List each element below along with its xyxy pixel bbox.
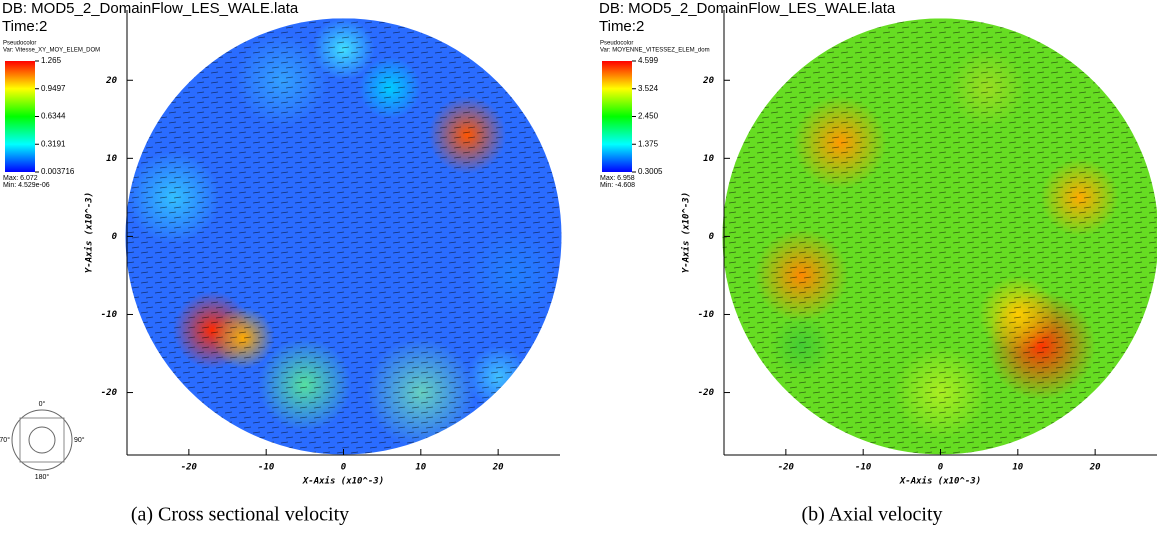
colorbar-label: 0.9497 bbox=[41, 84, 66, 93]
y-tick-label: 10 bbox=[106, 154, 117, 164]
inset-circle bbox=[11, 409, 73, 471]
panel: -20 -10 0 10 20 -20 -10 0 10 20 X-Axis (x10^-3) Y-A… bbox=[599, 0, 1157, 526]
x-axis-label: X-Axis (x10^-3) bbox=[899, 476, 981, 487]
x-tick-label: 0 bbox=[341, 463, 347, 473]
legend-title: Pseudocolor bbox=[600, 41, 633, 47]
x-axis-label: X-Axis (x10^-3) bbox=[302, 476, 384, 487]
velocity-vectors bbox=[722, 18, 1157, 455]
colorbar-label: 0.3005 bbox=[638, 167, 663, 176]
colorbar-label: 0.6344 bbox=[41, 112, 66, 121]
y-axis-label: Y-Axis (x10^-3) bbox=[84, 192, 95, 273]
inset-label: 0° bbox=[39, 400, 46, 408]
colorbar-label: 0.003716 bbox=[41, 167, 75, 176]
inset-label: 180° bbox=[35, 473, 50, 481]
colorbar bbox=[5, 61, 35, 172]
colorbar bbox=[602, 61, 632, 172]
x-tick-label: -20 bbox=[778, 463, 795, 473]
y-axis-label: Y-Axis (x10^-3) bbox=[681, 192, 692, 273]
subtitle: Time:2 bbox=[599, 18, 644, 35]
inset-frame bbox=[19, 417, 65, 463]
max-label: Max: 6.958 bbox=[600, 175, 635, 182]
colorbar-label: 2.450 bbox=[638, 112, 659, 121]
field bbox=[722, 18, 1157, 455]
y-tick-label: -20 bbox=[698, 388, 715, 398]
x-tick-label: 0 bbox=[938, 463, 944, 473]
colorbar-label: 0.3191 bbox=[41, 139, 66, 148]
caption: (b) Axial velocity bbox=[801, 504, 942, 526]
x-tick-label: -10 bbox=[855, 463, 872, 473]
title: DB: MOD5_2_DomainFlow_LES_WALE.lata bbox=[2, 0, 299, 17]
min-label: Min: -4.608 bbox=[600, 182, 635, 189]
y-tick-label: 20 bbox=[105, 76, 117, 86]
min-label: Min: 4.529e-06 bbox=[3, 182, 50, 189]
max-label: Max: 6.072 bbox=[3, 175, 38, 182]
colorbar-label: 1.375 bbox=[638, 139, 659, 148]
inset-label: 90° bbox=[74, 436, 85, 444]
inset-label: 270° bbox=[0, 436, 10, 444]
colorbar-label: 1.265 bbox=[41, 56, 62, 65]
x-tick-label: 10 bbox=[1012, 463, 1023, 473]
title: DB: MOD5_2_DomainFlow_LES_WALE.lata bbox=[599, 0, 896, 17]
subtitle: Time:2 bbox=[2, 18, 47, 35]
y-tick-label: -10 bbox=[101, 310, 118, 320]
inset-inner bbox=[28, 426, 56, 454]
y-tick-label: 0 bbox=[112, 232, 118, 242]
y-tick-label: -20 bbox=[101, 388, 118, 398]
caption: (a) Cross sectional velocity bbox=[131, 504, 349, 526]
panel: -20 -10 0 10 20 -20 -10 0 10 20 X-Axis (x10^-3) Y-A… bbox=[0, 0, 562, 526]
colorbar-label: 4.599 bbox=[638, 56, 659, 65]
x-tick-label: 20 bbox=[1089, 463, 1101, 473]
legend-title: Pseudocolor bbox=[3, 41, 36, 47]
y-tick-label: 10 bbox=[703, 154, 714, 164]
velocity-vectors bbox=[125, 18, 562, 455]
x-tick-label: -10 bbox=[258, 463, 275, 473]
field bbox=[125, 18, 562, 455]
x-tick-label: 10 bbox=[415, 463, 426, 473]
y-tick-label: 0 bbox=[709, 232, 715, 242]
y-tick-label: -10 bbox=[698, 310, 715, 320]
x-tick-label: 20 bbox=[492, 463, 504, 473]
legend-variable: Var: Vitesse_XY_MOY_ELEM_DOM bbox=[3, 48, 100, 54]
x-tick-label: -20 bbox=[181, 463, 198, 473]
colorbar-label: 3.524 bbox=[638, 84, 659, 93]
y-tick-label: 20 bbox=[702, 76, 714, 86]
legend-variable: Var: MOYENNE_VITESSEZ_ELEM_dom bbox=[600, 48, 710, 54]
